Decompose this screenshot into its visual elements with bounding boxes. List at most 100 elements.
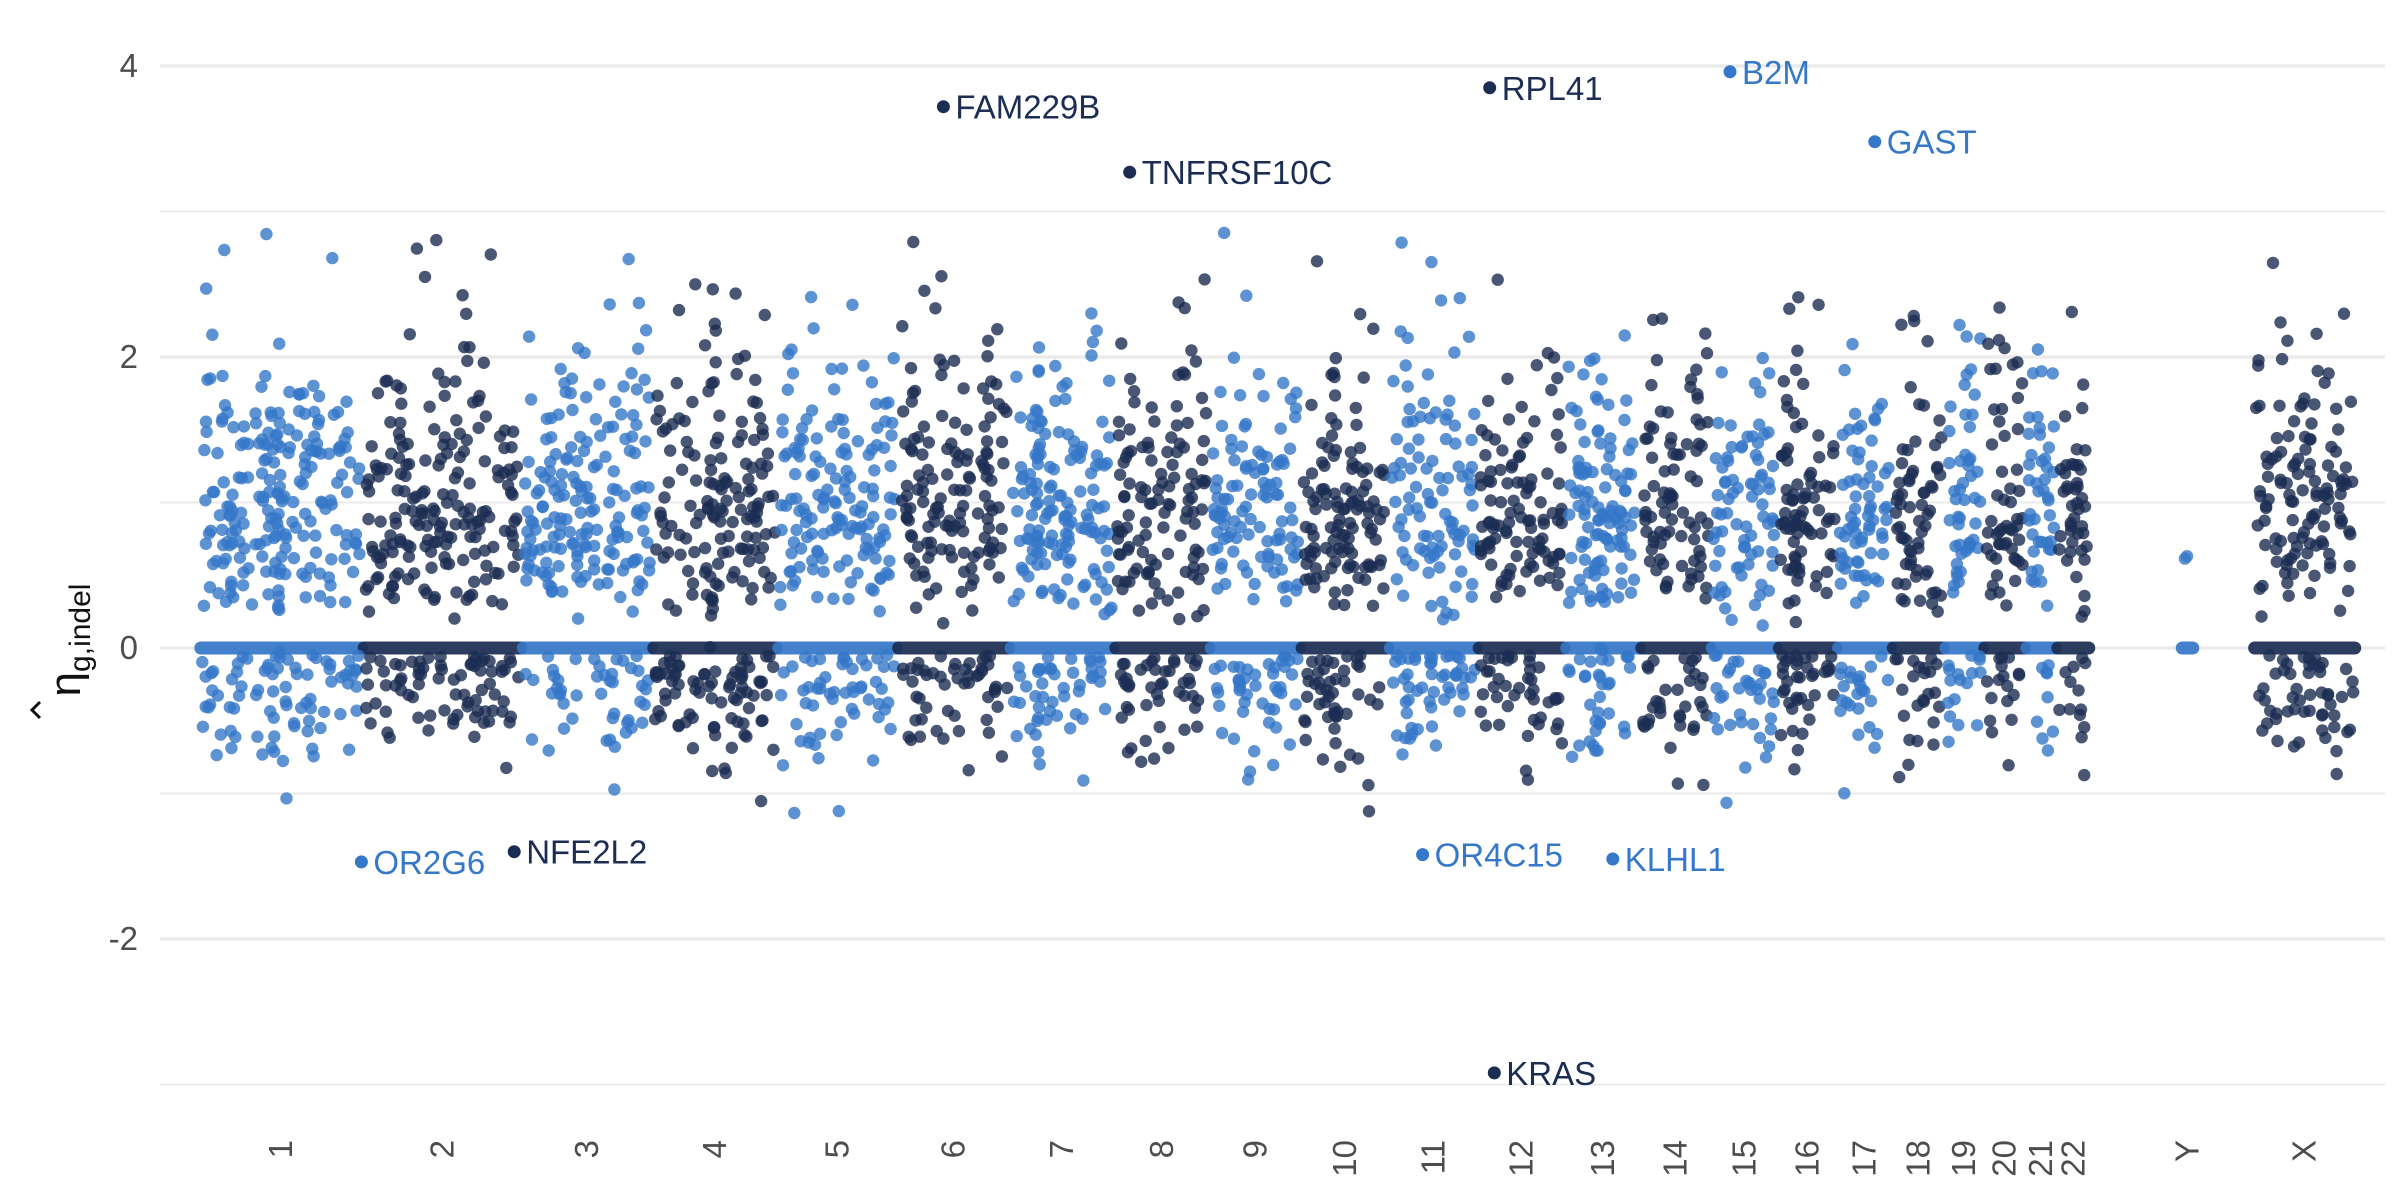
data-point	[982, 392, 995, 405]
data-point	[781, 383, 794, 396]
data-point	[776, 413, 789, 426]
data-point	[688, 449, 701, 462]
data-point	[741, 543, 755, 556]
data-point	[2339, 461, 2353, 474]
data-point	[1482, 651, 1496, 665]
data-point	[1982, 337, 1995, 350]
data-point	[2072, 684, 2085, 697]
data-point	[1142, 441, 1155, 454]
data-point	[364, 651, 377, 664]
data-point	[1501, 477, 1514, 490]
data-point	[1671, 777, 1685, 790]
data-point	[1420, 462, 1433, 475]
data-point	[704, 454, 717, 467]
data-point	[1593, 716, 1607, 730]
data-point	[273, 337, 286, 350]
data-point	[365, 440, 378, 453]
data-point	[1503, 569, 1516, 582]
data-point	[2041, 491, 2055, 504]
data-point	[1462, 330, 1476, 343]
data-point	[545, 580, 558, 594]
data-point	[2282, 429, 2295, 443]
data-point	[474, 514, 487, 527]
data-point	[1362, 558, 1375, 571]
data-point	[1863, 490, 1876, 503]
data-point	[217, 476, 230, 489]
data-point	[334, 440, 347, 453]
data-point	[985, 474, 998, 487]
data-point	[1913, 594, 1927, 607]
data-point	[1645, 451, 1659, 464]
data-point	[900, 479, 914, 492]
data-point	[922, 588, 935, 601]
data-point	[521, 505, 534, 518]
data-point	[326, 251, 339, 265]
data-point	[753, 411, 767, 425]
data-point	[260, 227, 273, 241]
data-point	[825, 362, 838, 376]
data-point	[389, 517, 403, 530]
data-point	[1029, 728, 1042, 741]
data-point	[498, 424, 511, 437]
data-point	[663, 650, 677, 663]
data-point	[1179, 565, 1193, 579]
data-point	[846, 298, 859, 311]
data-point	[1236, 705, 1250, 718]
data-point	[995, 522, 1008, 536]
data-point	[1306, 655, 1319, 668]
data-point	[1763, 367, 1776, 380]
data-point	[507, 538, 520, 552]
data-point	[1402, 652, 1415, 665]
data-point	[1466, 499, 1479, 512]
data-point	[1992, 333, 2006, 347]
data-point	[1923, 504, 1937, 517]
data-point	[715, 452, 728, 465]
data-point	[1904, 545, 1918, 559]
data-point	[1114, 668, 1128, 682]
data-point	[1853, 670, 1867, 683]
data-point	[1709, 559, 1722, 572]
data-point	[1480, 665, 1494, 678]
data-point	[1314, 682, 1328, 696]
data-point	[1453, 705, 1466, 718]
data-point	[775, 499, 788, 512]
data-point	[289, 661, 302, 674]
data-point	[982, 726, 996, 739]
data-point	[1443, 394, 1456, 407]
data-point	[1010, 370, 1023, 383]
y-tick-label: -2	[109, 920, 138, 957]
data-point	[1848, 407, 1862, 420]
data-point	[428, 504, 441, 518]
data-point	[2347, 686, 2360, 699]
data-point	[1622, 443, 1636, 457]
data-point	[965, 562, 978, 575]
data-point	[1852, 556, 1865, 569]
data-point	[1507, 494, 1520, 507]
data-point	[1214, 385, 1227, 399]
data-point	[1170, 445, 1184, 459]
data-point	[1387, 676, 1400, 689]
data-point	[1896, 683, 1909, 696]
data-point	[1329, 555, 1342, 569]
data-point	[738, 728, 751, 742]
data-point	[1578, 553, 1592, 566]
data-point	[2010, 519, 2024, 532]
data-point	[1521, 773, 1535, 786]
data-point	[1589, 529, 1603, 542]
data-point	[1397, 672, 1411, 685]
data-point	[684, 499, 697, 512]
data-point	[686, 742, 700, 755]
data-point	[600, 734, 613, 747]
data-point	[1618, 413, 1631, 427]
data-point	[403, 328, 416, 341]
data-point	[565, 441, 578, 454]
data-point	[374, 515, 387, 528]
data-point	[1328, 389, 1342, 402]
data-point	[1120, 521, 1134, 534]
data-point	[1297, 476, 1311, 489]
data-point	[1474, 705, 1488, 718]
data-point	[1244, 512, 1257, 526]
data-point	[1373, 681, 1386, 694]
data-point	[1724, 419, 1737, 432]
data-point	[1919, 519, 1932, 532]
